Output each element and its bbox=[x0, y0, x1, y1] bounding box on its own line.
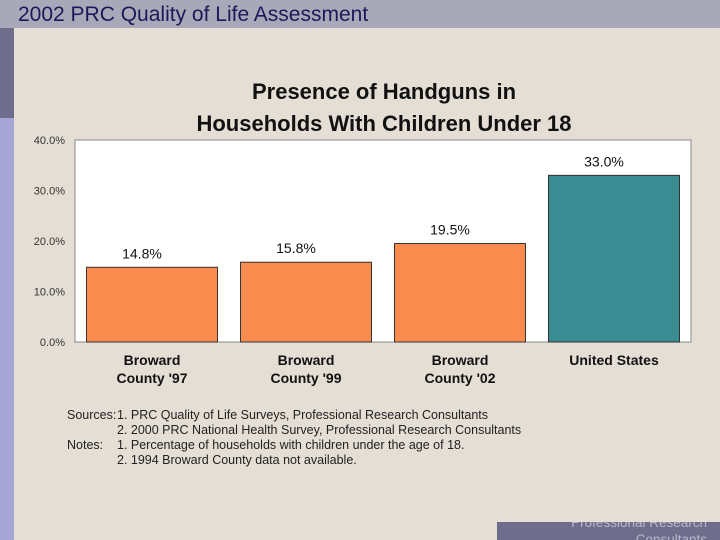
y-tick-label: 10.0% bbox=[34, 287, 65, 299]
note-row-1: Sources: 1. PRC Quality of Life Surveys,… bbox=[67, 408, 521, 423]
bar-value-label: 14.8% bbox=[122, 245, 162, 261]
x-category-label: County '99 bbox=[270, 370, 341, 386]
x-category-label: Broward bbox=[124, 352, 181, 368]
x-axis: Broward County '97 Broward County '99 Browar… bbox=[116, 352, 658, 386]
note-label: Sources: bbox=[67, 408, 117, 422]
note-text: 2. 2000 PRC National Health Survey, Prof… bbox=[117, 423, 522, 437]
note-label: Notes: bbox=[67, 438, 104, 452]
note-row-2: 2. 2000 PRC National Health Survey, Prof… bbox=[67, 423, 521, 438]
note-text: 2. 1994 Broward County data not availabl… bbox=[117, 453, 357, 467]
note-text: 1. Percentage of households with childre… bbox=[117, 438, 465, 452]
bar-1 bbox=[86, 266, 218, 343]
bar-value-label: 15.8% bbox=[276, 240, 316, 256]
footer-brand: Professional Research Consultants bbox=[571, 522, 707, 540]
chart-panel: Presence of Handguns in Households With … bbox=[14, 28, 720, 540]
y-axis: 0.0% 10.0% 20.0% 30.0% 40.0% bbox=[34, 135, 65, 349]
header-bar: 2002 PRC Quality of Life Assessment bbox=[0, 0, 720, 28]
chart-title-line-2: Households With Children Under 18 bbox=[196, 111, 571, 136]
x-category-label: Broward bbox=[278, 352, 335, 368]
note-label bbox=[67, 423, 117, 438]
y-tick-label: 20.0% bbox=[34, 236, 65, 248]
chart-title-line-1: Presence of Handguns in bbox=[252, 79, 516, 104]
note-row-3: Notes: 1. Percentage of households with … bbox=[67, 438, 521, 453]
source-notes: Sources: 1. PRC Quality of Life Surveys,… bbox=[67, 408, 521, 468]
y-tick-label: 40.0% bbox=[34, 135, 65, 147]
bar-2 bbox=[240, 261, 372, 343]
x-category-label: County '97 bbox=[116, 370, 187, 386]
bar-4 bbox=[548, 174, 680, 343]
x-category-label: Broward bbox=[432, 352, 489, 368]
note-row-4: 2. 1994 Broward County data not availabl… bbox=[67, 453, 521, 468]
bar-chart: Presence of Handguns in Households With … bbox=[34, 79, 692, 386]
left-accent-strip-dark bbox=[0, 28, 14, 118]
note-text: 1. PRC Quality of Life Surveys, Professi… bbox=[117, 408, 489, 422]
note-label bbox=[67, 453, 117, 468]
page-title: 2002 PRC Quality of Life Assessment bbox=[18, 3, 369, 26]
y-tick-label: 30.0% bbox=[34, 186, 65, 198]
x-category-label: United States bbox=[569, 352, 659, 368]
x-category-label: County '02 bbox=[424, 370, 495, 386]
y-tick-label: 0.0% bbox=[40, 337, 65, 349]
bar-value-label: 33.0% bbox=[584, 153, 624, 169]
bars: 14.8% 15.8% 19.5% 33.0% bbox=[86, 153, 680, 343]
bar-3 bbox=[394, 243, 526, 343]
left-accent-strip-light bbox=[0, 118, 14, 540]
footer-bar: Professional Research Consultants bbox=[497, 522, 720, 540]
bar-value-label: 19.5% bbox=[430, 222, 470, 238]
